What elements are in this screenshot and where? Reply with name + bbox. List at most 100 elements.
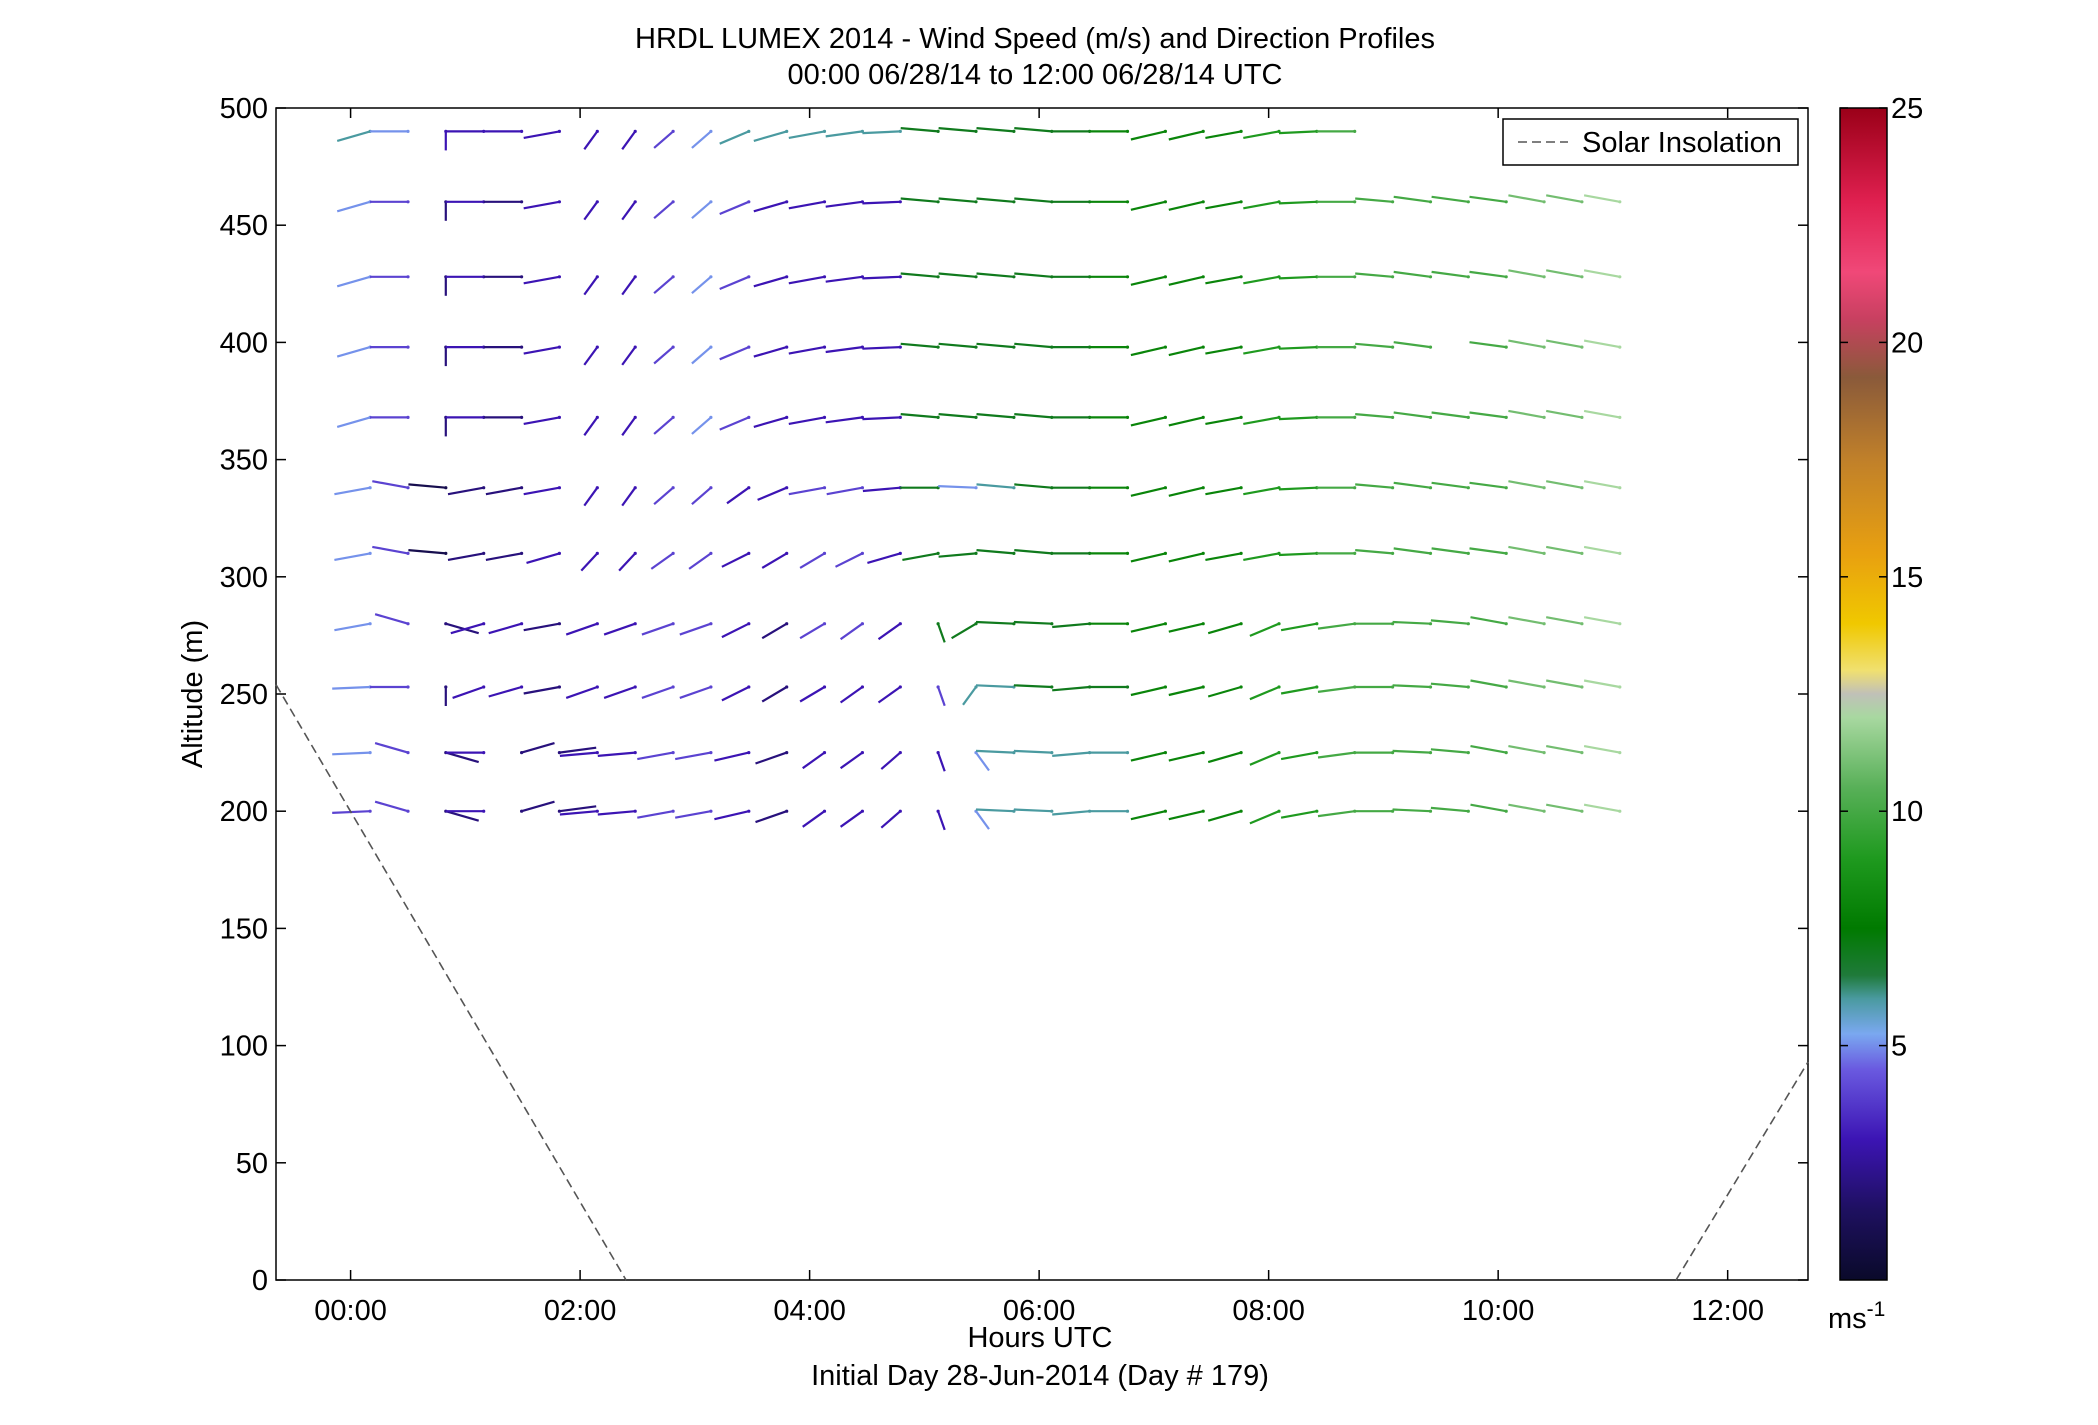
wind-barb-origin: [1201, 415, 1205, 419]
wind-barb: [1168, 346, 1204, 357]
wind-barb-origin: [406, 751, 410, 755]
wind-barb: [1317, 685, 1355, 693]
wind-barb: [761, 552, 788, 569]
wind-barb: [1052, 622, 1090, 629]
x-tick-label: 08:00: [1232, 1295, 1305, 1327]
wind-barb: [825, 130, 863, 138]
wind-barb-origin: [974, 551, 978, 556]
wind-barb-origin: [822, 345, 827, 349]
wind-barb-origin: [936, 685, 940, 689]
wind-barb: [1249, 685, 1280, 701]
wind-barb: [1470, 745, 1507, 754]
wind-barb: [1243, 416, 1280, 425]
wind-barb-origin: [1277, 622, 1281, 626]
wind-barb-origin: [520, 551, 524, 556]
wind-barb: [951, 622, 977, 640]
wind-barb: [1431, 547, 1469, 555]
wind-barb: [976, 413, 1014, 419]
wind-barb-origin: [1428, 275, 1433, 279]
wind-barb: [679, 685, 712, 699]
wind-barb: [757, 486, 788, 501]
wind-barb: [1393, 411, 1431, 419]
y-tick-label: 250: [220, 679, 268, 711]
wind-barb-origin: [406, 685, 410, 689]
wind-barb: [372, 545, 409, 555]
wind-barb-origin: [860, 751, 865, 755]
wind-barb-origin: [1618, 685, 1622, 689]
wind-barb-origin: [822, 809, 827, 813]
wind-barb-origin: [860, 622, 865, 626]
wind-barb: [1130, 130, 1166, 141]
wind-barb-origin: [1050, 751, 1054, 755]
wind-barb-origin: [444, 622, 448, 626]
wind-barb-origin: [1542, 275, 1546, 279]
wind-barb: [862, 346, 901, 350]
wind-barb: [753, 416, 788, 428]
wind-barb: [526, 552, 560, 564]
wind-barb: [653, 200, 674, 220]
wind-barb-origin: [1125, 751, 1130, 755]
wind-barb-origin: [1618, 486, 1622, 490]
wind-barb: [937, 686, 946, 707]
wind-barb-origin: [595, 622, 599, 626]
wind-barb-origin: [595, 415, 599, 419]
wind-barb: [691, 486, 712, 506]
wind-barb-origin: [671, 751, 675, 755]
wind-barb: [1355, 483, 1393, 489]
wind-barb: [877, 686, 901, 704]
wind-barb: [1130, 685, 1166, 697]
wind-barb-origin: [633, 275, 637, 279]
wind-barb: [1249, 751, 1280, 766]
wind-barb-origin: [822, 275, 827, 279]
wind-barb-origin: [671, 345, 675, 349]
wind-barb: [1355, 342, 1393, 349]
wind-barb-origin: [747, 345, 751, 349]
wind-barb-origin: [1353, 275, 1357, 279]
wind-barb-origin: [1201, 200, 1205, 204]
wind-barb: [1469, 341, 1507, 349]
x-tick-label: 06:00: [1003, 1295, 1076, 1327]
y-tick-label: 400: [220, 327, 268, 359]
x-axis-label: Hours UTC: [967, 1322, 1112, 1354]
wind-barb: [488, 685, 522, 698]
wind-barb: [1243, 346, 1280, 355]
wind-barb-origin: [1315, 622, 1319, 626]
wind-barb: [1168, 130, 1204, 141]
wind-barb-origin: [709, 685, 713, 689]
wind-barb-origin: [406, 129, 410, 133]
wind-barb: [1392, 808, 1431, 813]
wind-barb: [1243, 130, 1280, 139]
wind-barb-origin: [898, 200, 902, 204]
wind-barb-origin: [1580, 345, 1584, 349]
wind-barb: [1546, 194, 1583, 203]
wind-barb: [1393, 341, 1431, 349]
wind-barb: [374, 800, 409, 813]
wind-barb: [559, 746, 597, 754]
wind-barb: [976, 272, 1014, 278]
wind-barb-origin: [595, 486, 599, 490]
wind-barb-origin: [1239, 751, 1243, 755]
wind-barb: [1508, 339, 1545, 349]
wind-barb: [976, 127, 1014, 133]
wind-barb: [1508, 194, 1545, 203]
wind-barb-origin: [520, 275, 524, 279]
wind-barb: [618, 552, 637, 572]
wind-barb: [962, 686, 977, 706]
wind-barb: [721, 552, 750, 568]
wind-barb-origin: [1201, 551, 1205, 556]
wind-barb: [1207, 685, 1242, 698]
wind-barb-origin: [709, 809, 713, 813]
wind-barb: [621, 276, 637, 296]
wind-barb-origin: [860, 486, 865, 490]
wind-barb: [788, 275, 825, 285]
wind-barb-origin: [368, 486, 372, 490]
wind-barb-origin: [633, 551, 637, 556]
wind-barb-origin: [822, 751, 827, 755]
wind-barb-origin: [1391, 551, 1395, 556]
wind-barb: [1249, 622, 1280, 637]
wind-barb: [714, 810, 750, 821]
wind-barb-origin: [520, 415, 524, 419]
wind-barb-origin: [1012, 345, 1016, 349]
wind-barb-origin: [1391, 200, 1395, 204]
wind-barb: [788, 416, 825, 425]
